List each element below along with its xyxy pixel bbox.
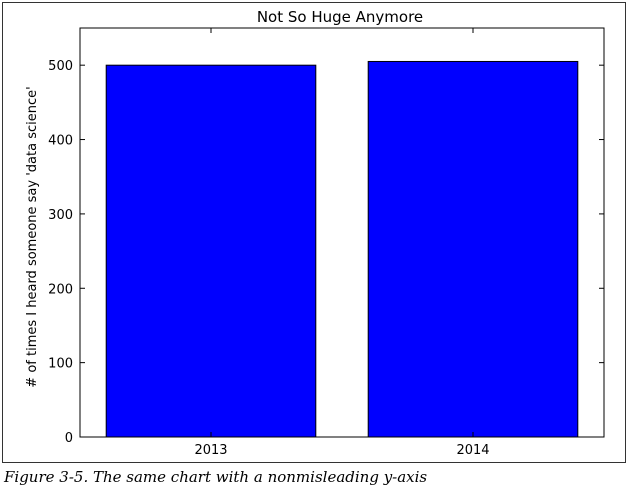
y-tick-label: 100 xyxy=(48,357,73,372)
y-tick-label: 0 xyxy=(65,431,73,446)
bar-2014 xyxy=(367,60,579,438)
x-tick-label: 2013 xyxy=(194,443,227,458)
axes-frame xyxy=(79,27,605,438)
bar-chart: Not So Huge Anymore # of times I heard s… xyxy=(25,8,605,458)
y-tick-label: 300 xyxy=(48,208,73,223)
bar-2013 xyxy=(105,64,317,438)
y-tick-label: 200 xyxy=(48,282,73,297)
plot-area: 2013 2014 0 100 200 300 400 500 xyxy=(48,27,605,458)
y-tick-label: 500 xyxy=(48,59,73,74)
figure-caption: Figure 3-5. The same chart with a nonmis… xyxy=(4,468,428,486)
y-tick-label: 400 xyxy=(48,134,73,149)
y-axis-label: # of times I heard someone say 'data sci… xyxy=(25,86,40,387)
x-tick-label: 2014 xyxy=(456,443,489,458)
chart-title: Not So Huge Anymore xyxy=(257,8,423,26)
